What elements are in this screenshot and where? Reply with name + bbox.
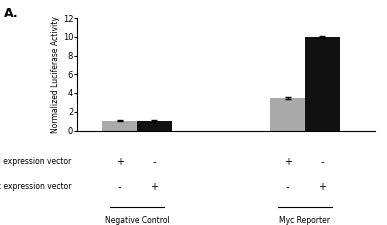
Text: +: +: [116, 157, 124, 167]
Text: +: +: [318, 182, 326, 192]
Bar: [137, 121, 172, 130]
Bar: [270, 98, 305, 130]
Text: -: -: [320, 157, 324, 167]
Bar: [102, 121, 137, 130]
Text: c-Myc expression vector: c-Myc expression vector: [0, 182, 72, 191]
Text: -: -: [118, 182, 122, 192]
Text: -: -: [152, 157, 156, 167]
Bar: [305, 37, 340, 130]
Text: +: +: [284, 157, 292, 167]
Text: Control expression vector: Control expression vector: [0, 158, 72, 166]
Y-axis label: Normalized Luciferase Activity: Normalized Luciferase Activity: [51, 16, 60, 133]
Text: A.: A.: [4, 7, 19, 20]
Text: Myc Reporter: Myc Reporter: [279, 216, 330, 225]
Text: +: +: [150, 182, 158, 192]
Text: Negative Control
Reporter: Negative Control Reporter: [104, 216, 170, 225]
Text: -: -: [286, 182, 289, 192]
